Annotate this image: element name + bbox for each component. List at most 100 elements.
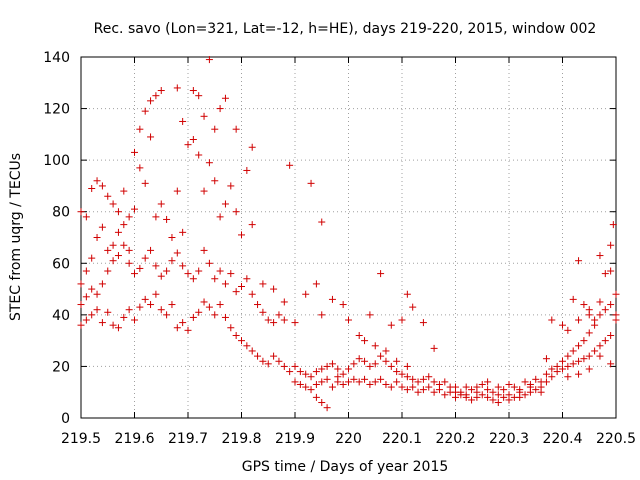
data-point — [184, 270, 192, 278]
data-point — [189, 87, 197, 95]
data-point — [569, 347, 577, 355]
data-point — [564, 373, 572, 381]
data-point — [500, 386, 508, 394]
data-point — [339, 301, 347, 309]
data-point — [157, 272, 165, 280]
data-point — [77, 280, 85, 288]
data-point — [500, 393, 508, 401]
data-point — [345, 378, 352, 386]
data-point — [302, 383, 310, 391]
data-point — [468, 386, 476, 394]
data-point — [350, 375, 358, 383]
data-point — [601, 337, 609, 345]
y-tick-labels: 0 20 40 60 80 100 120 140 — [43, 50, 70, 427]
data-point — [195, 308, 203, 316]
data-point — [585, 365, 593, 373]
data-point — [382, 347, 390, 355]
data-point — [575, 370, 583, 378]
data-point — [591, 316, 599, 324]
x-tick-label: 220.3 — [489, 431, 529, 447]
data-point — [173, 187, 181, 195]
data-point — [318, 365, 326, 373]
data-point — [537, 383, 545, 391]
data-point — [157, 306, 165, 314]
data-point — [430, 344, 438, 352]
data-point — [542, 355, 550, 363]
data-point — [296, 368, 304, 376]
data-point — [136, 303, 144, 311]
data-point — [323, 375, 331, 383]
data-point — [243, 342, 251, 350]
data-point — [248, 347, 256, 355]
data-point — [216, 213, 224, 221]
data-point — [387, 362, 395, 370]
data-point — [109, 241, 117, 249]
data-point — [157, 87, 165, 95]
data-point — [88, 311, 96, 319]
data-point — [286, 161, 294, 169]
data-point — [238, 282, 245, 290]
data-point — [596, 352, 604, 360]
data-point — [393, 368, 401, 376]
data-point — [345, 365, 352, 373]
data-point — [323, 362, 331, 370]
data-point — [409, 303, 417, 311]
data-point — [355, 378, 363, 386]
data-point — [609, 221, 617, 229]
data-point — [168, 301, 176, 309]
data-point — [104, 246, 112, 254]
data-point — [280, 298, 288, 306]
data-point — [131, 316, 138, 324]
data-point — [318, 378, 326, 386]
data-point — [120, 221, 128, 229]
data-point — [195, 92, 203, 100]
data-point — [307, 386, 315, 394]
y-tick-label: 20 — [52, 359, 70, 375]
data-point — [312, 380, 320, 388]
data-point — [152, 92, 160, 100]
data-point — [339, 370, 347, 378]
data-point — [601, 270, 609, 278]
data-point — [601, 306, 609, 314]
x-tick-label: 219.6 — [114, 431, 154, 447]
data-point — [361, 357, 369, 365]
y-tick-label: 120 — [43, 102, 70, 118]
data-point — [104, 192, 112, 200]
data-point — [243, 166, 251, 174]
data-point — [291, 362, 299, 370]
data-point — [430, 388, 438, 396]
data-point — [484, 393, 492, 401]
y-tick-label: 0 — [61, 411, 70, 427]
data-point — [136, 164, 144, 172]
data-point — [173, 324, 181, 332]
data-point — [114, 208, 122, 216]
data-point — [173, 84, 181, 92]
data-point — [307, 373, 315, 381]
data-point — [104, 308, 112, 316]
data-point — [147, 301, 155, 309]
data-point — [200, 246, 208, 254]
data-point — [553, 368, 561, 376]
y-axis-label: STEC from uqrg / TECUs — [8, 153, 24, 321]
data-point — [361, 375, 369, 383]
data-point — [521, 378, 529, 386]
data-point — [179, 262, 187, 270]
data-point — [125, 213, 133, 221]
data-point — [179, 319, 187, 327]
data-point — [275, 311, 283, 319]
data-point — [441, 391, 449, 399]
data-point — [286, 368, 294, 376]
data-point — [414, 388, 422, 396]
data-point — [82, 293, 90, 301]
data-point — [559, 321, 566, 329]
data-point — [136, 125, 144, 133]
data-point — [189, 313, 197, 321]
data-point — [141, 107, 149, 115]
data-point — [398, 383, 406, 391]
data-point — [173, 249, 181, 257]
data-point — [607, 241, 615, 249]
x-tick-label: 219.9 — [275, 431, 315, 447]
data-point — [377, 375, 385, 383]
data-point — [366, 380, 374, 388]
x-tick-label: 220.4 — [542, 431, 582, 447]
